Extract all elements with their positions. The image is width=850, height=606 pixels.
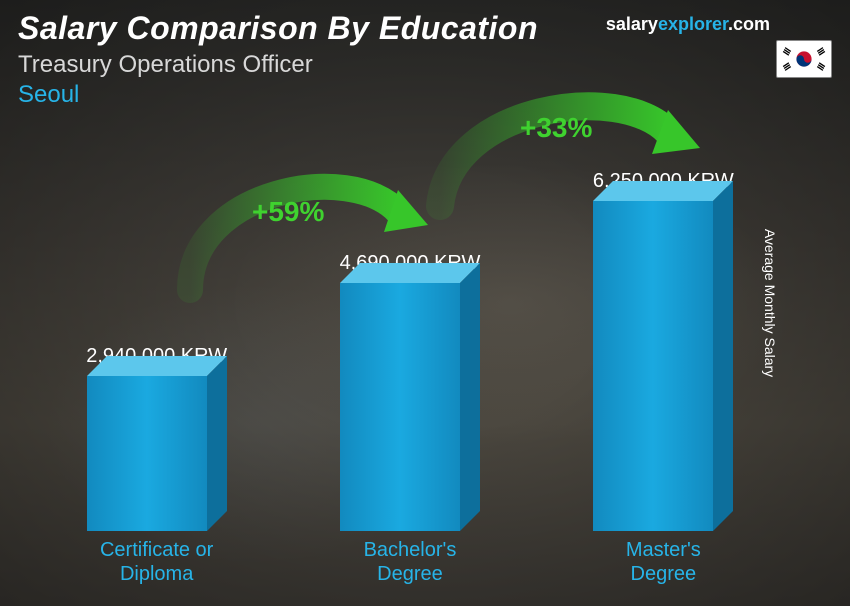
page-location: Seoul (18, 81, 832, 109)
page-subtitle: Treasury Operations Officer (18, 51, 832, 79)
header: Salary Comparison By Education Treasury … (18, 10, 832, 109)
bar-category-label: Bachelor'sDegree (300, 538, 520, 586)
bar-3d (87, 376, 227, 531)
bar-group: 2,940,000 KRW (47, 345, 267, 531)
bar-category-label: Master'sDegree (553, 538, 773, 586)
xlabels-container: Certificate orDiploma Bachelor'sDegree Mas… (30, 538, 790, 586)
increase-pct-1: +59% (252, 196, 324, 228)
yaxis-label: Average Monthly Salary (762, 229, 778, 377)
increase-arrow-1 (170, 150, 430, 310)
bar-category-label: Certificate orDiploma (47, 538, 267, 586)
bar-3d (340, 283, 480, 531)
bar-3d (593, 201, 733, 531)
increase-pct-2: +33% (520, 112, 592, 144)
page-title: Salary Comparison By Education (18, 10, 832, 47)
